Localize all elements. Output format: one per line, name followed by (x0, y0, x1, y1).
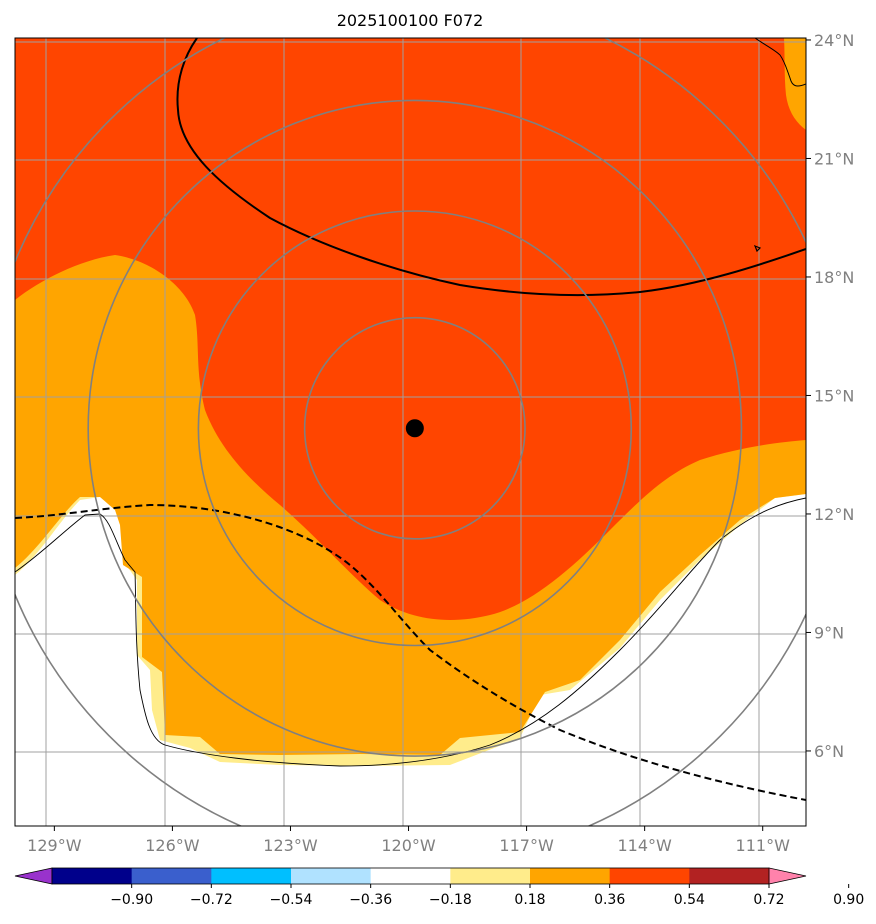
colorbar-label: 0.18 (514, 892, 545, 908)
colorbar-segment (211, 868, 292, 884)
colorbar-label: −0.72 (190, 892, 233, 908)
colorbar-segment (689, 868, 770, 884)
shade-patch-orange-corner (784, 38, 806, 130)
x-tick-label: 129°W (27, 836, 82, 855)
contour-solid (176, 38, 806, 297)
y-tick-label: 21°N (814, 149, 854, 168)
range-ring-1 (303, 316, 526, 540)
island-outline (753, 244, 762, 253)
colorbar-segment (131, 868, 212, 884)
coastline-north (754, 38, 806, 87)
x-tick-label: 114°W (617, 836, 672, 855)
y-tick-label: 6°N (814, 742, 844, 761)
x-tick-label: 123°W (263, 836, 318, 855)
x-tick-label: 126°W (145, 836, 200, 855)
y-tick-labels: 24°N 21°N 18°N 15°N 12°N 9°N 6°N (806, 31, 854, 761)
colorbar-label: 0.54 (674, 892, 705, 908)
y-tick-label: 24°N (814, 31, 854, 50)
colorbar-extend-low (14, 867, 53, 885)
map-area (15, 38, 806, 826)
y-tick-label: 9°N (814, 623, 844, 642)
colorbar-segment (52, 868, 133, 884)
colorbar-label: 0.90 (833, 892, 864, 908)
colorbar-segment (291, 868, 372, 884)
colorbar-label: 0.72 (753, 892, 784, 908)
chart-title: 2025100100 F072 (337, 11, 484, 30)
x-tick-labels: 129°W 126°W 123°W 120°W 117°W 114°W 111°W (27, 826, 790, 855)
colorbar-label: −0.18 (429, 892, 472, 908)
x-tick-label: 111°W (736, 836, 791, 855)
colorbar-segment (609, 868, 690, 884)
y-tick-label: 18°N (814, 268, 854, 287)
gridlines (15, 38, 806, 826)
colorbar-extend-high (768, 867, 807, 885)
colorbar-segment (530, 868, 611, 884)
colorbar-label: 0.36 (594, 892, 625, 908)
map-frame (14, 37, 807, 827)
y-tick-label: 12°N (814, 505, 854, 524)
colorbar-frame (51, 867, 770, 885)
colorbar-label: −0.90 (110, 892, 153, 908)
x-tick-label: 120°W (381, 836, 436, 855)
colorbar-segment (370, 868, 451, 884)
colorbar-label: −0.36 (349, 892, 392, 908)
contour-dashed (15, 503, 806, 801)
shade-band-red (15, 38, 806, 620)
x-tick-label: 117°W (499, 836, 554, 855)
colorbar: −0.90 −0.72 −0.54 −0.36 −0.18 0.18 0.36 0.54 0.7… (14, 867, 864, 908)
colorbar-segment (450, 868, 531, 884)
range-ring-3 (87, 99, 743, 757)
coastline (15, 497, 806, 767)
range-ring-2 (197, 210, 633, 647)
storm-center-marker (405, 419, 424, 438)
y-tick-label: 15°N (814, 386, 854, 405)
range-rings (15, 38, 806, 826)
colorbar-label: −0.54 (270, 892, 313, 908)
